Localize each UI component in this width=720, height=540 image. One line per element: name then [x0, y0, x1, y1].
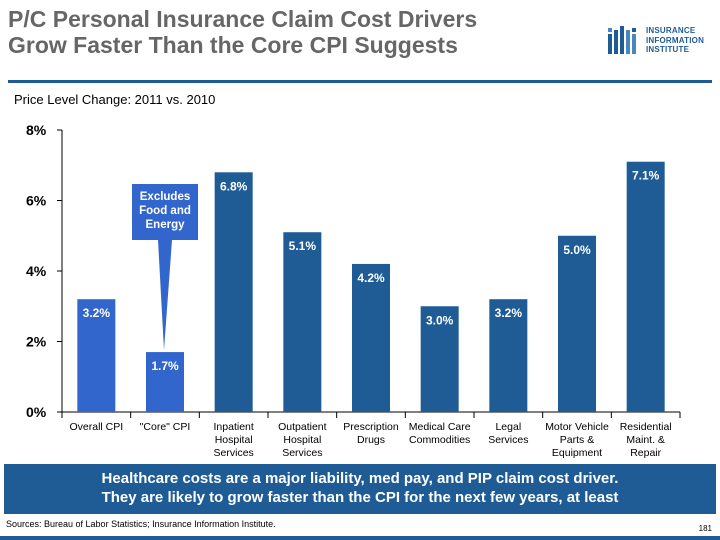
bar — [558, 235, 596, 412]
y-tick-label: 0% — [26, 404, 47, 420]
page-number: 181 — [698, 524, 712, 533]
y-tick-label: 6% — [26, 193, 47, 209]
category-label: Services — [282, 447, 322, 459]
data-label: 3.0% — [426, 313, 454, 327]
page-title: P/C Personal Insurance Claim Cost Driver… — [8, 6, 568, 58]
category-label: Services — [214, 447, 254, 459]
category-label: Maint. & — [626, 434, 665, 446]
source-note: Sources: Bureau of Labor Statistics; Ins… — [6, 519, 276, 529]
bar — [283, 232, 322, 412]
category-label: Repair — [630, 447, 661, 459]
logo-line-2: INFORMATION — [646, 35, 705, 45]
takeaway-banner: Healthcare costs are a major liability, … — [4, 464, 716, 514]
y-tick-label: 8% — [26, 122, 47, 138]
banner-line-1: Healthcare costs are a major liability, … — [101, 470, 619, 487]
title-line-1: P/C Personal Insurance Claim Cost Driver… — [8, 6, 478, 32]
category-label: Services — [488, 434, 528, 446]
callout-text: Energy — [146, 219, 186, 231]
logo-line-1: INSURANCE — [646, 26, 696, 35]
category-label: Motor Vehicle — [545, 421, 609, 433]
iii-logo-icon — [608, 26, 636, 54]
data-label: 4.2% — [357, 271, 385, 285]
category-label: Prescription — [343, 421, 399, 433]
category-label: Drugs — [357, 434, 385, 446]
data-label: 5.0% — [563, 243, 591, 257]
title-line-2: Grow Faster Than the Core CPI Suggests — [8, 32, 458, 58]
callout-box — [132, 184, 198, 240]
category-label: Medical Care — [409, 421, 471, 433]
data-label: 3.2% — [83, 306, 111, 320]
category-label: Overall CPI — [69, 421, 123, 433]
bar — [352, 263, 390, 412]
callout-text: Excludes — [140, 191, 191, 203]
logo-line-3: INSTITUTE — [646, 45, 690, 54]
chart-subtitle: Price Level Change: 2011 vs. 2010 — [14, 92, 216, 107]
y-tick-label: 4% — [26, 263, 47, 279]
category-label: Hospital — [215, 434, 253, 446]
bar — [77, 299, 116, 412]
category-label: Inpatient — [214, 421, 254, 433]
bar — [146, 352, 184, 412]
category-label: Equipment — [552, 447, 602, 459]
bar — [214, 172, 253, 412]
logo-text: INSURANCE INFORMATION INSTITUTE — [646, 26, 704, 55]
title-underline — [8, 80, 712, 83]
data-label: 6.8% — [220, 179, 248, 193]
data-label: 3.2% — [495, 306, 523, 320]
data-label: 5.1% — [289, 239, 317, 253]
bar — [420, 306, 459, 412]
bar — [626, 161, 665, 412]
iii-logo: INSURANCE INFORMATION INSTITUTE — [608, 26, 716, 62]
category-label: Parts & — [560, 434, 594, 446]
callout-pointer — [158, 240, 172, 351]
data-label: 1.7% — [151, 359, 179, 373]
y-tick-label: 2% — [26, 334, 47, 350]
category-label: "Core" CPI — [140, 421, 191, 433]
category-label: Residential — [620, 421, 672, 433]
category-label: Legal — [495, 421, 521, 433]
data-label: 7.1% — [632, 169, 660, 183]
category-label: Outpatient — [278, 421, 327, 433]
bottom-rule — [0, 536, 720, 540]
category-label: Commodities — [409, 434, 470, 446]
banner-line-2: They are likely to grow faster than the … — [101, 489, 619, 506]
category-label: Hospital — [283, 434, 321, 446]
callout-text: Food and — [139, 205, 191, 217]
bar-chart: 0% 2% 4% 6% 8% 3.2% Overall CPI 1.7% "Core" CPI 6… — [26, 122, 681, 459]
bar — [489, 299, 528, 412]
